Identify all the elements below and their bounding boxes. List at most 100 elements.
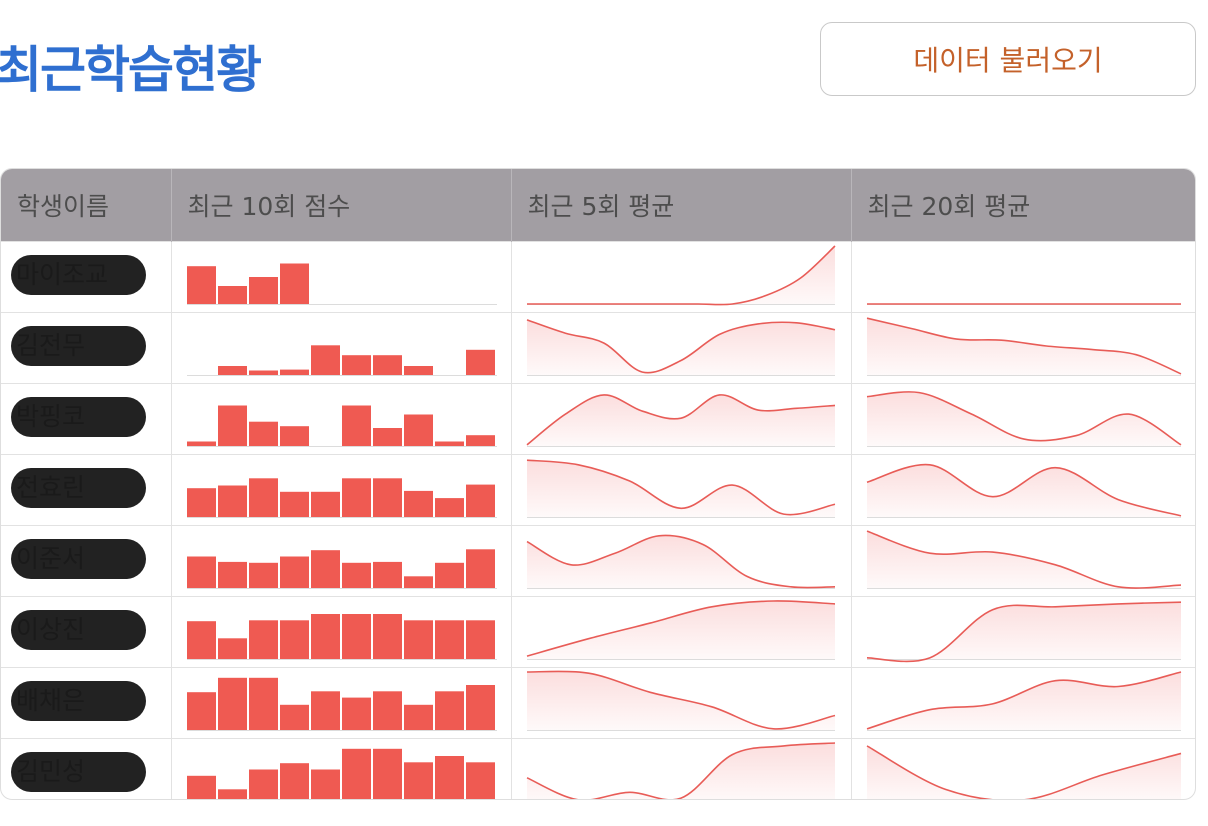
cell-recent10 <box>171 241 511 312</box>
score-bar <box>187 556 216 588</box>
score-bar <box>218 561 247 587</box>
table-row[interactable]: 마이조교 <box>1 241 1196 312</box>
sparkline-avg20 <box>852 526 1197 596</box>
score-bar <box>280 426 309 446</box>
score-bar <box>280 491 309 516</box>
score-bar <box>435 498 464 517</box>
student-name-pill[interactable]: 이준서 <box>11 539 146 579</box>
cell-recent10 <box>171 383 511 454</box>
cell-avg20 <box>851 454 1196 525</box>
score-bar <box>280 620 309 659</box>
bar-chart-recent10 <box>172 526 512 596</box>
cell-student-name: 박핑코 <box>1 383 171 454</box>
sparkline-area <box>867 531 1181 588</box>
table-header-row: 학생이름 최근 10회 점수 최근 5회 평균 최근 20회 평균 <box>1 169 1196 241</box>
score-bar <box>435 620 464 659</box>
sparkline-area <box>867 464 1181 516</box>
bar-chart-recent10 <box>172 384 512 454</box>
score-bar <box>342 405 371 446</box>
sparkline-area <box>527 535 835 588</box>
sparkline-avg5 <box>512 526 852 596</box>
score-bar <box>218 286 247 304</box>
cell-student-name: 이준서 <box>1 525 171 596</box>
sparkline-area <box>527 246 835 305</box>
score-bar <box>311 614 340 659</box>
score-bar <box>218 366 247 375</box>
column-header-avg5[interactable]: 최근 5회 평균 <box>511 169 851 241</box>
cell-avg5 <box>511 525 851 596</box>
sparkline-area <box>527 743 835 801</box>
cell-avg20 <box>851 525 1196 596</box>
score-bar <box>187 266 216 304</box>
student-name: 이상진 <box>16 615 85 644</box>
score-bar <box>187 775 216 800</box>
student-name-pill[interactable]: 김전무 <box>11 326 146 366</box>
sparkline-area <box>867 318 1181 375</box>
score-bar <box>280 704 309 729</box>
score-bar <box>311 491 340 516</box>
table-row[interactable]: 이상진 <box>1 596 1196 667</box>
cell-avg5 <box>511 738 851 800</box>
sparkline-avg20 <box>852 739 1197 801</box>
student-name-pill[interactable]: 박핑코 <box>11 397 146 437</box>
sparkline-avg5 <box>512 668 852 738</box>
column-header-name[interactable]: 학생이름 <box>1 169 171 241</box>
score-bar <box>249 277 278 304</box>
score-bar <box>435 691 464 730</box>
score-bar <box>249 421 278 445</box>
sparkline-avg5 <box>512 384 852 454</box>
table-row[interactable]: 이준서 <box>1 525 1196 596</box>
cell-student-name: 전효린 <box>1 454 171 525</box>
cell-recent10 <box>171 667 511 738</box>
cell-recent10 <box>171 312 511 383</box>
student-name: 이준서 <box>16 544 85 573</box>
score-bar <box>466 484 495 516</box>
table-row[interactable]: 박핑코 <box>1 383 1196 454</box>
score-bar <box>466 620 495 659</box>
score-bar <box>342 748 371 800</box>
score-bar <box>373 355 402 375</box>
score-bar <box>404 490 433 516</box>
student-name-pill[interactable]: 마이조교 <box>11 255 146 295</box>
score-bar <box>466 685 495 730</box>
score-bar <box>342 478 371 517</box>
bar-chart-recent10 <box>172 455 512 525</box>
load-data-button[interactable]: 데이터 불러오기 <box>820 22 1196 96</box>
student-name-pill[interactable]: 전효린 <box>11 468 146 508</box>
sparkline-avg5 <box>512 313 852 383</box>
student-name-pill[interactable]: 김민성 <box>11 752 146 792</box>
bar-chart-recent10 <box>172 597 512 667</box>
cell-student-name: 이상진 <box>1 596 171 667</box>
sparkline-area <box>867 391 1181 445</box>
student-name: 김민성 <box>16 757 85 786</box>
score-bar <box>404 414 433 446</box>
student-name-pill[interactable]: 이상진 <box>11 610 146 650</box>
student-name: 마이조교 <box>16 260 108 289</box>
table-row[interactable]: 배채은 <box>1 667 1196 738</box>
table-row[interactable]: 김민성 <box>1 738 1196 800</box>
table-row[interactable]: 전효린 <box>1 454 1196 525</box>
cell-avg20 <box>851 383 1196 454</box>
sparkline-avg20 <box>852 668 1197 738</box>
score-bar <box>249 562 278 587</box>
bar-chart-recent10 <box>172 242 512 312</box>
score-bar <box>466 762 495 800</box>
student-name-pill[interactable]: 배채은 <box>11 681 146 721</box>
sparkline-area <box>867 745 1181 800</box>
column-header-recent10[interactable]: 최근 10회 점수 <box>171 169 511 241</box>
table-row[interactable]: 김전무 <box>1 312 1196 383</box>
sparkline-avg5 <box>512 242 852 312</box>
score-bar <box>218 485 247 517</box>
cell-student-name: 김전무 <box>1 312 171 383</box>
score-bar <box>249 370 278 375</box>
sparkline-area <box>867 602 1181 661</box>
score-bar <box>218 789 247 800</box>
cell-avg5 <box>511 596 851 667</box>
score-bar <box>466 435 495 446</box>
column-header-avg20[interactable]: 최근 20회 평균 <box>851 169 1196 241</box>
score-bar <box>435 756 464 801</box>
score-bar <box>404 762 433 800</box>
cell-avg20 <box>851 667 1196 738</box>
bar-chart-recent10 <box>172 313 512 383</box>
score-bar <box>373 561 402 587</box>
